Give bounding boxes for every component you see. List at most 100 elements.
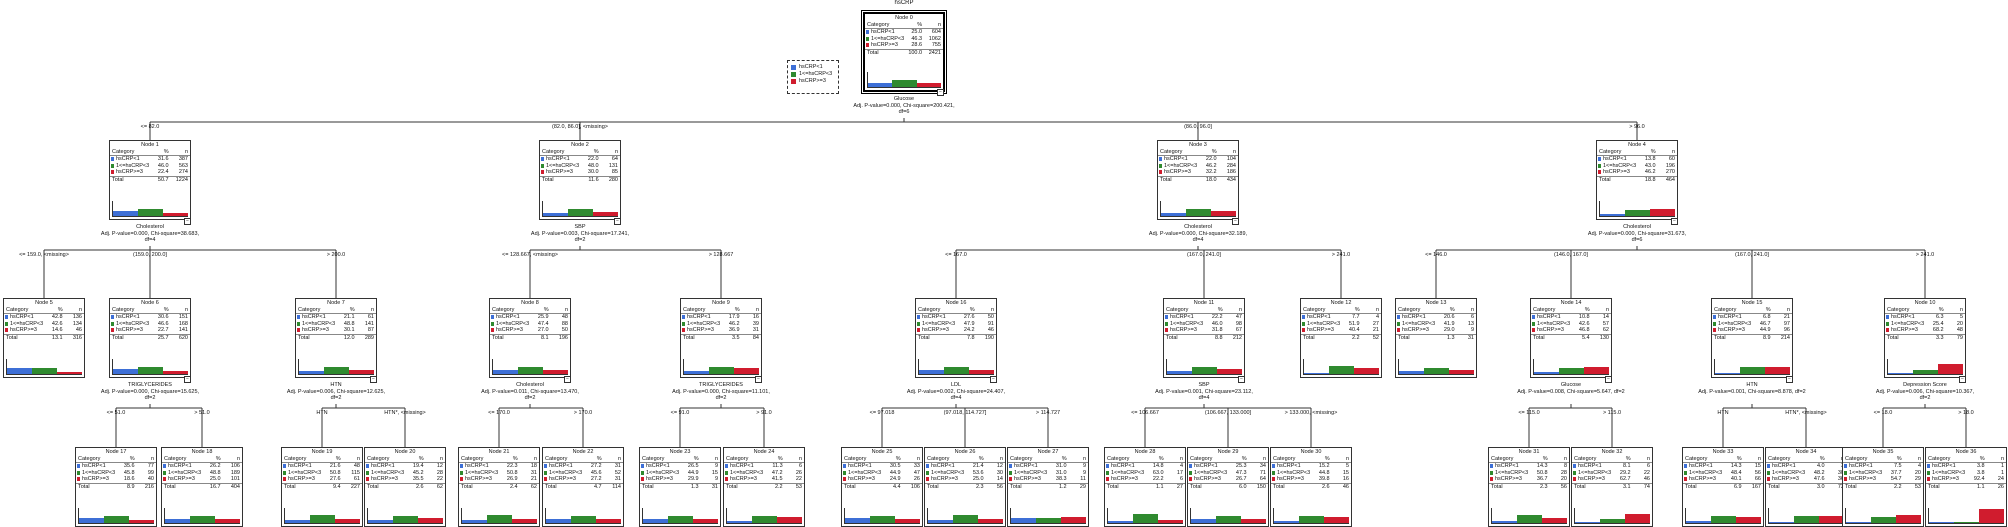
header-pct: % — [406, 455, 426, 464]
tree-node-35[interactable]: Node 35 Category% n hsCRP<1 7.5 4 1<=hsCRP<3 37… — [1842, 447, 1924, 527]
tree-node-7[interactable]: Node 7 Category% n hsCRP<1 21.1 61 1<=hsCRP<3 4… — [295, 298, 377, 383]
row-category: hsCRP>=3 — [296, 327, 337, 334]
table-row: hsCRP<1 19.4 12 — [365, 463, 445, 470]
row-count: 9 — [1082, 469, 1086, 476]
header-pct: % — [1342, 306, 1362, 315]
edge-label-node-10: > 241.0 — [1915, 252, 1935, 258]
tree-node-5[interactable]: Node 5 Category% n hsCRP<1 42.8 136 1<=hsCRP<3… — [3, 298, 85, 378]
collapse-toggle[interactable]: − — [1232, 218, 1239, 225]
tree-node-4[interactable]: Node 4 Category% n hsCRP<1 13.8 60 1<=hsCRP<3 4… — [1596, 140, 1678, 225]
tree-node-21[interactable]: Node 21 Category% n hsCRP<1 22.3 18 1<=hsCRP<3… — [458, 447, 540, 527]
row-percent: 45.6 — [590, 469, 602, 476]
tree-node-9[interactable]: Node 9 Category% n hsCRP<1 17.9 16 1<=hsCRP<3 4… — [680, 298, 762, 383]
row-count: 28 — [436, 469, 443, 476]
green-square-icon — [491, 321, 494, 326]
tree-node-12[interactable]: Node 12 Category% n hsCRP<1 7.7 4 1<=hsCRP<3 51… — [1300, 298, 1382, 378]
collapse-toggle[interactable]: − — [1605, 376, 1612, 383]
collapse-toggle[interactable]: − — [1671, 218, 1678, 225]
green-square-icon — [1573, 470, 1576, 475]
collapse-toggle[interactable]: − — [370, 376, 377, 383]
tree-node-18[interactable]: Node 18 Category% n hsCRP<1 26.2 106 1<=hsCRP<… — [161, 447, 243, 527]
tree-node-22[interactable]: Node 22 Category% n hsCRP<1 27.2 31 1<=hsCRP<3… — [542, 447, 624, 527]
tree-node-19[interactable]: Node 19 Category% n hsCRP<1 21.6 48 1<=hsCRP<3… — [281, 447, 363, 527]
red-square-icon — [791, 79, 796, 84]
tree-node-31[interactable]: Node 31 Category% n hsCRP<1 14.3 8 1<=hsCRP<3 5… — [1488, 447, 1570, 527]
tree-node-8[interactable]: Node 8 Category% n hsCRP<1 25.9 48 1<=hsCRP<3 4… — [489, 298, 571, 383]
tree-node-29[interactable]: Node 29 Category% n hsCRP<1 25.3 34 1<=hsCRP<3… — [1187, 447, 1269, 527]
tree-node-23[interactable]: Node 23 Category% n hsCRP<1 26.5 9 1<=hsCRP<3 4… — [639, 447, 721, 527]
node-title: Node 20 — [394, 449, 416, 455]
row-category: hsCRP<1 — [916, 314, 957, 321]
tree-node-27[interactable]: Node 27 Category% n hsCRP<1 31.0 9 1<=hsCRP<3 3… — [1007, 447, 1089, 527]
collapse-toggle[interactable]: − — [184, 376, 191, 383]
total-label: Total — [925, 482, 967, 491]
table-row: hsCRP<1 42.8 136 — [4, 314, 84, 321]
split-variable: HTN — [1746, 382, 1758, 388]
row-count: 189 — [230, 469, 240, 476]
row-percent: 7.7 — [1351, 314, 1360, 321]
row-percent: 7.5 — [1893, 463, 1902, 470]
table-row: hsCRP<1 30.5 33 — [842, 463, 922, 470]
collapse-toggle[interactable]: − — [1238, 376, 1245, 383]
red-square-icon — [866, 43, 869, 48]
tree-node-17[interactable]: Node 17 Category% n hsCRP<1 35.6 77 1<=hsCRP<3… — [75, 447, 157, 527]
tree-node-13[interactable]: Node 13 Category% n hsCRP<1 20.6 6 1<=hsCRP<3 4… — [1395, 298, 1477, 378]
header-category: Category — [1843, 455, 1885, 464]
tree-node-15[interactable]: Node 15 Category% n hsCRP<1 6.8 21 1<=hsCRP<3 4… — [1711, 298, 1793, 383]
total-count: 79 — [1945, 333, 1965, 342]
total-percent: 2.2 — [765, 482, 785, 491]
row-category: 1<=hsCRP<3 — [1712, 321, 1753, 328]
node-title: Node 25 — [871, 449, 893, 455]
header-n: n — [1165, 455, 1185, 464]
tree-node-26[interactable]: Node 26 Category% n hsCRP<1 21.4 12 1<=hsCRP<3… — [924, 447, 1006, 527]
tree-node-3[interactable]: Node 3 Category% n hsCRP<1 22.0 104 1<=hsCRP<3… — [1157, 140, 1239, 225]
tree-node-25[interactable]: Node 25 Category% n hsCRP<1 30.5 33 1<=hsCRP<3… — [841, 447, 923, 527]
tree-node-0[interactable]: Node 0 Category% n hsCRP<1 25.0 604 1<=hsCRP<3… — [861, 10, 947, 96]
row-category: hsCRP>=3 — [842, 476, 883, 483]
row-category-text: 1<=hsCRP<3 — [1111, 469, 1145, 476]
tree-node-20[interactable]: Node 20 Category% n hsCRP<1 19.4 12 1<=hsCRP<3… — [364, 447, 446, 527]
tree-node-24[interactable]: Node 24 Category% n hsCRP<1 11.3 6 1<=hsCRP<3 4… — [723, 447, 805, 527]
collapse-toggle[interactable]: − — [1786, 376, 1793, 383]
tree-node-28[interactable]: Node 28 Category% n hsCRP<1 14.8 4 1<=hsCRP<3 6… — [1104, 447, 1186, 527]
tree-node-11[interactable]: Node 11 Category% n hsCRP<1 22.2 47 1<=hsCRP<3… — [1163, 298, 1245, 383]
total-count: 404 — [222, 482, 242, 491]
edge-label-node-2: (82.0, 86.0], <missing> — [552, 124, 608, 130]
collapse-toggle[interactable]: − — [990, 376, 997, 383]
row-count: 6 — [1470, 314, 1474, 321]
tree-node-34[interactable]: Node 34Category%nhsCRP<14.031<=hsCRP<348… — [1765, 447, 1847, 527]
table-row: hsCRP>=3 39.8 16 — [1271, 476, 1351, 483]
table-row: hsCRP>=3 27.2 31 — [543, 476, 623, 483]
tree-node-33[interactable]: Node 33 Category% n hsCRP<1 14.3 15 1<=hsCRP<3… — [1682, 447, 1764, 527]
row-category: hsCRP>=3 — [1843, 476, 1884, 483]
header-n: n — [1248, 455, 1268, 464]
collapse-toggle[interactable]: − — [755, 376, 762, 383]
split-statistics: Adj. P-value=0.000, Chi-square=31.673, — [1587, 230, 1687, 237]
tree-node-14[interactable]: Node 14 Category% n hsCRP<1 10.8 14 1<=hsCRP<3… — [1530, 298, 1612, 383]
row-count: 604 — [931, 29, 941, 36]
tree-node-32[interactable]: Node 32 Category% n hsCRP<1 8.1 6 1<=hsCRP<3 29… — [1571, 447, 1653, 527]
split-variable: Glucose — [1560, 382, 1582, 388]
node-title: Node 17 — [105, 449, 127, 455]
bar-high — [1978, 509, 2004, 523]
tree-node-1[interactable]: Node 1 Category% n hsCRP<1 31.6 387 1<=hsCRP<3… — [109, 140, 191, 225]
collapse-toggle[interactable]: − — [614, 218, 621, 225]
collapse-toggle[interactable]: − — [564, 376, 571, 383]
red-square-icon — [283, 477, 286, 482]
collapse-toggle[interactable]: − — [184, 218, 191, 225]
table-row: hsCRP<1 6.8 21 — [1712, 314, 1792, 321]
collapse-toggle[interactable]: − — [1959, 376, 1966, 383]
collapse-toggle[interactable]: − — [937, 89, 944, 96]
tree-node-2[interactable]: Node 2 Category% n hsCRP<1 22.0 64 1<=hsCRP<3 4… — [539, 140, 621, 225]
tree-node-6[interactable]: Node 6 Category% n hsCRP<1 30.6 151 1<=hsCRP<3… — [109, 298, 191, 383]
tree-node-30[interactable]: Node 30 Category% n hsCRP<1 15.2 5 1<=hsCRP<3 4… — [1270, 447, 1352, 527]
row-count: 56 — [1754, 469, 1761, 476]
header-pct: % — [1572, 306, 1592, 315]
tree-node-16[interactable]: Node 16 Category% n hsCRP<1 27.6 50 1<=hsCRP<3… — [915, 298, 997, 383]
tree-node-10[interactable]: Node 10 Category% n hsCRP<1 6.3 5 1<=hsCRP<3 25… — [1884, 298, 1966, 383]
row-count: 30 — [1837, 469, 1844, 476]
tree-node-36[interactable]: Node 36 Category% n hsCRP<1 3.8 1 1<=hsCRP<3 3.… — [1925, 447, 2007, 527]
total-count: 434 — [1218, 175, 1238, 184]
split-statistics: Adj. P-value=0.000, Chi-square=32.189, — [1148, 230, 1248, 237]
bar-mid — [1516, 515, 1542, 523]
